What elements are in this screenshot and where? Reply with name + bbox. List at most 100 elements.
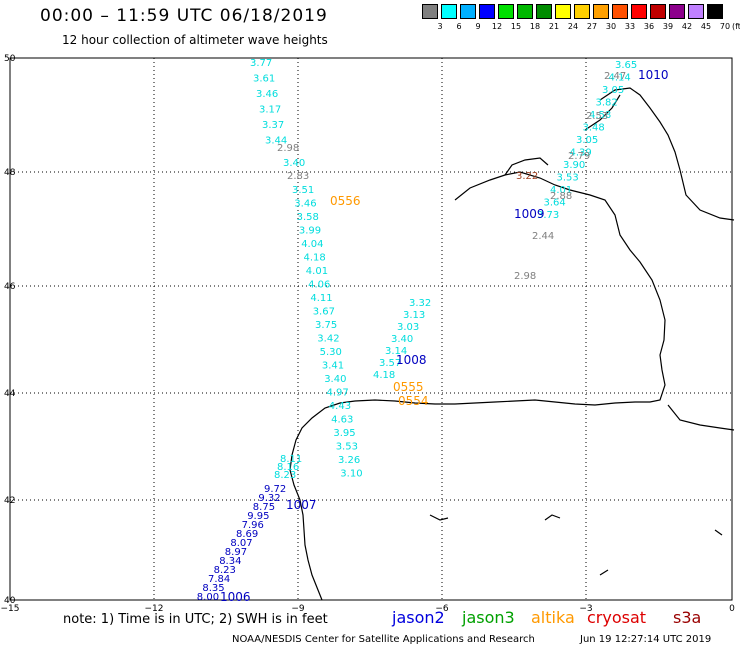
wave-height-value: 7.96 xyxy=(242,520,264,531)
wave-height-value: 4.39 xyxy=(570,148,592,159)
scale-swatch xyxy=(536,4,552,19)
lat-label: 44 xyxy=(4,389,16,399)
wave-height-value: 4.18 xyxy=(373,370,395,381)
wave-height-value: 2.79 xyxy=(568,151,590,162)
pass-time-label: 1006 xyxy=(220,590,251,604)
wave-height-value: 4.58 xyxy=(589,110,611,121)
footer-note: note: 1) Time is in UTC; 2) SWH is in fe… xyxy=(63,612,328,627)
wave-height-value: 3.40 xyxy=(391,334,413,345)
wave-height-value: 3.42 xyxy=(317,334,339,345)
wave-height-value: 8.35 xyxy=(202,583,224,594)
wave-height-value: 8.11 xyxy=(280,454,302,465)
wave-height-value: 3.10 xyxy=(340,469,362,480)
scale-swatch xyxy=(631,4,647,19)
legend-s3a: s3a xyxy=(673,608,702,627)
lat-label: 40 xyxy=(4,596,16,606)
wave-height-value: 3.75 xyxy=(315,320,337,331)
pass-time-label: 0555 xyxy=(393,380,424,394)
wave-height-labels: 3.77 3.61 3.46 3.17 3.37 3.442.98 3.40 2.83 3.51… xyxy=(197,58,669,604)
pass-time-label: 1007 xyxy=(286,498,317,512)
coastline-france-spain xyxy=(289,171,666,601)
wave-height-value: 3.67 xyxy=(313,307,335,318)
wave-height-value: 8.16 xyxy=(277,462,299,473)
scale-label: 30 xyxy=(605,22,617,31)
wave-height-value: 3.03 xyxy=(397,322,419,333)
wave-height-value: 2.53 xyxy=(586,111,608,122)
lon-label: −12 xyxy=(145,604,164,614)
lon-label: −6 xyxy=(435,604,449,614)
wave-height-value: 9.95 xyxy=(247,511,269,522)
wave-height-value: 4.01 xyxy=(306,266,328,277)
scale-label: 27 xyxy=(586,22,598,31)
page-title: 00:00 – 11:59 UTC 06/18/2019 xyxy=(40,6,328,26)
lat-label: 48 xyxy=(4,168,16,178)
lat-label: 50 xyxy=(4,54,16,64)
legend-jason2: jason2 xyxy=(392,608,445,627)
pass-time-label: 1010 xyxy=(638,68,669,82)
page-subtitle: 12 hour collection of altimeter wave hei… xyxy=(62,33,328,47)
legend-altika: altika xyxy=(531,608,575,627)
wave-height-value: 3.13 xyxy=(403,310,425,321)
legend-jason3: jason3 xyxy=(462,608,515,627)
coastline xyxy=(289,87,735,601)
coastline-brittany xyxy=(504,157,549,176)
wave-height-value: 8.07 xyxy=(230,538,252,549)
wave-height-value: 3.77 xyxy=(250,58,272,69)
coastline-channel xyxy=(599,87,735,221)
wave-height-value: 2.98 xyxy=(277,143,299,154)
scale-swatch xyxy=(593,4,609,19)
wave-height-value: 8.75 xyxy=(253,502,275,513)
wave-height-value: 2.44 xyxy=(532,231,554,242)
wave-height-value: 3.73 xyxy=(537,210,559,221)
wave-height-value: 3.65 xyxy=(615,60,637,71)
wave-height-value: 4.18 xyxy=(304,253,326,264)
wave-height-value: 3.95 xyxy=(333,428,355,439)
wave-height-value: 8.00 xyxy=(197,592,219,603)
wave-height-value: 3.40 xyxy=(324,374,346,385)
scale-label: 15 xyxy=(510,22,522,31)
coastline-balearic xyxy=(429,514,449,521)
scale-label: 36 xyxy=(643,22,655,31)
map-frame xyxy=(9,57,733,601)
scale-label: 21 xyxy=(548,22,560,31)
lat-label: 46 xyxy=(4,282,16,292)
wave-height-value: 4.01 xyxy=(550,185,572,196)
generated-timestamp: Jun 19 12:27:14 UTC 2019 xyxy=(580,634,712,645)
lon-label: −15 xyxy=(1,604,20,614)
wave-height-value: 3.05 xyxy=(576,135,598,146)
wave-height-value: 4.11 xyxy=(310,293,332,304)
wave-height-value: 3.99 xyxy=(299,226,321,237)
scale-label: 33 xyxy=(624,22,636,31)
wave-height-value: 3.14 xyxy=(385,346,407,357)
wave-height-value: 3.05 xyxy=(602,85,624,96)
wave-height-value: 3.46 xyxy=(294,199,316,210)
wave-height-value: 5.30 xyxy=(320,347,342,358)
lon-label: 0 xyxy=(729,604,735,614)
wave-height-value: 4.06 xyxy=(308,280,330,291)
wave-height-value: 3.53 xyxy=(336,442,358,453)
scale-swatch xyxy=(479,4,495,19)
wave-height-value: 3.51 xyxy=(292,185,314,196)
scale-swatch xyxy=(460,4,476,19)
lon-label: −9 xyxy=(291,604,305,614)
pass-time-label: 0556 xyxy=(330,194,361,208)
coastline-corsica xyxy=(599,569,609,576)
scale-label: 6 xyxy=(456,22,462,31)
scale-label: 39 xyxy=(662,22,674,31)
wave-height-value: 8.69 xyxy=(236,529,258,540)
scale-label: 3 xyxy=(437,22,443,31)
wave-height-value: 8.97 xyxy=(225,547,247,558)
wave-height-value: 3.22 xyxy=(516,171,538,182)
wave-height-value: 3.17 xyxy=(259,105,281,116)
wave-height-value: 3.40 xyxy=(283,158,305,169)
credit-line: NOAA/NESDIS Center for Satellite Applica… xyxy=(232,634,535,645)
wave-height-value: 3.41 xyxy=(322,361,344,372)
wave-height-value: 3.37 xyxy=(262,120,284,131)
wave-height-value: 3.61 xyxy=(253,74,275,85)
scale-swatch xyxy=(422,4,438,19)
lon-label: −3 xyxy=(579,604,592,614)
wave-height-value: 3.57 xyxy=(379,358,401,369)
scale-swatch xyxy=(669,4,685,19)
wave-height-value: 2.83 xyxy=(287,171,309,182)
wave-height-value: 3.44 xyxy=(265,136,287,147)
